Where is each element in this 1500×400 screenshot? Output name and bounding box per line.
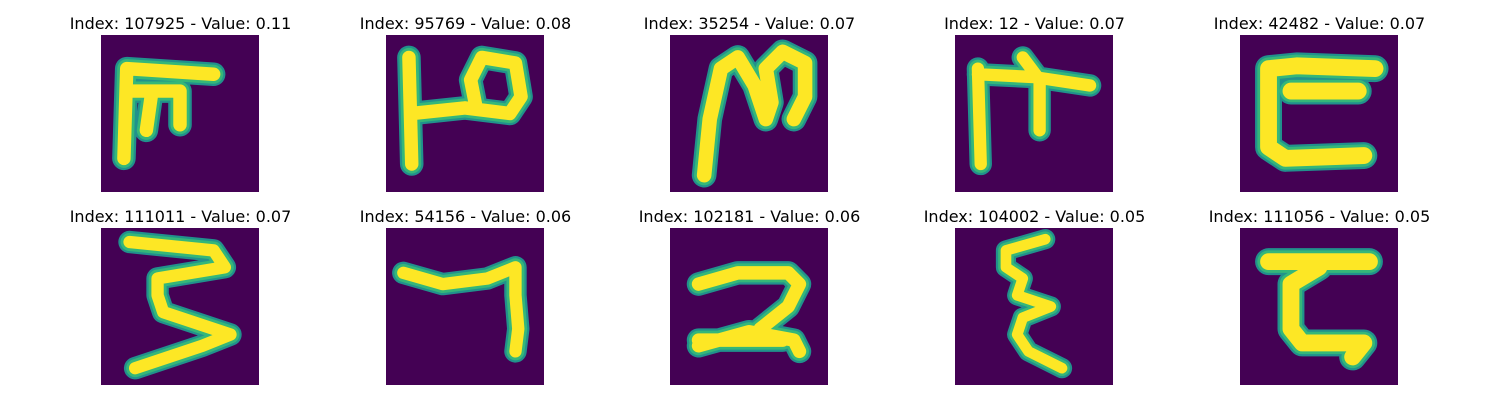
digit-image	[1240, 35, 1398, 192]
glyph-5	[1255, 52, 1389, 172]
glyph-9	[995, 229, 1073, 379]
glyph-2	[397, 45, 533, 176]
glyph-1	[112, 56, 226, 171]
cell-caption: Index: 111011 - Value: 0.07	[69, 207, 292, 226]
grid-cell-10: Index: 111056 - Value: 0.05	[1177, 207, 1462, 400]
digit-image	[955, 35, 1113, 192]
digit-image	[955, 228, 1113, 385]
cell-caption: Index: 95769 - Value: 0.08	[359, 14, 572, 33]
glyph-10	[1255, 248, 1383, 371]
digit-image	[101, 228, 259, 385]
grid-cell-7: Index: 54156 - Value: 0.06	[323, 207, 608, 400]
digit-image	[386, 228, 544, 385]
digit-image	[386, 35, 544, 192]
grid-cell-1: Index: 107925 - Value: 0.11	[38, 14, 323, 207]
glyph-7	[392, 256, 530, 363]
grid-cell-8: Index: 102181 - Value: 0.06	[607, 207, 892, 400]
digit-image	[670, 35, 828, 192]
grid-cell-9: Index: 104002 - Value: 0.05	[892, 207, 1177, 400]
grid-cell-6: Index: 111011 - Value: 0.07	[38, 207, 323, 400]
cell-caption: Index: 102181 - Value: 0.06	[638, 207, 861, 226]
cell-caption: Index: 35254 - Value: 0.07	[643, 14, 856, 33]
glyph-8	[686, 261, 812, 364]
cell-caption: Index: 104002 - Value: 0.05	[923, 207, 1146, 226]
cell-caption: Index: 42482 - Value: 0.07	[1213, 14, 1426, 33]
cell-caption: Index: 12 - Value: 0.07	[944, 14, 1125, 33]
grid-cell-2: Index: 95769 - Value: 0.08	[323, 14, 608, 207]
glyph-6	[118, 230, 242, 380]
digit-image	[101, 35, 259, 192]
cell-caption: Index: 54156 - Value: 0.06	[359, 207, 572, 226]
glyph-3	[691, 39, 818, 188]
grid-cell-4: Index: 12 - Value: 0.07	[892, 14, 1177, 207]
grid-cell-3: Index: 35254 - Value: 0.07	[607, 14, 892, 207]
digit-image	[670, 228, 828, 385]
cell-caption: Index: 107925 - Value: 0.11	[69, 14, 292, 33]
glyph-4	[966, 46, 1102, 176]
grid-cell-5: Index: 42482 - Value: 0.07	[1177, 14, 1462, 207]
digit-image	[1240, 228, 1398, 385]
cell-caption: Index: 111056 - Value: 0.05	[1208, 207, 1431, 226]
